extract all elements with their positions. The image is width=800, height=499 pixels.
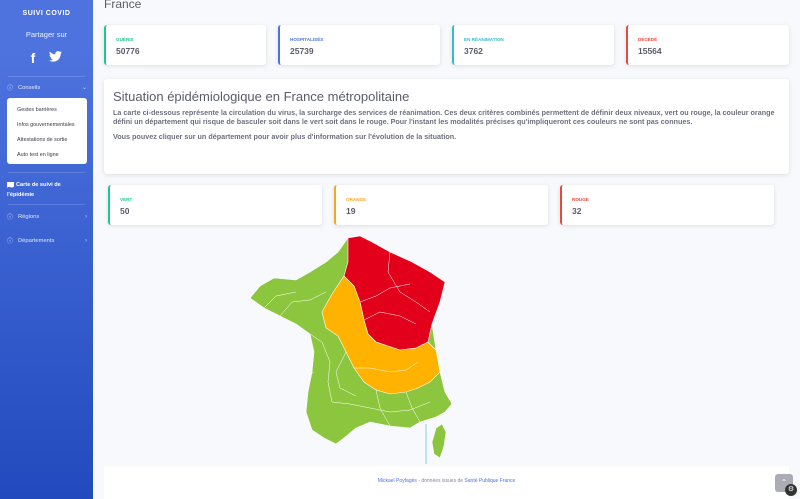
sidebar-item-label: Départements <box>18 237 55 244</box>
stat-label: HOSPITALISÉS <box>290 37 324 42</box>
situation-card: Situation épidémiologique en France métr… <box>104 79 789 174</box>
footer-separator: - données issues de <box>416 478 465 484</box>
sidebar-divider <box>8 172 85 173</box>
level-value: 50 <box>120 206 130 216</box>
brand-title[interactable]: SUIVI COVID <box>22 10 71 17</box>
footer-author-link[interactable]: Mickael Poyfagès <box>377 478 417 484</box>
france-map[interactable] <box>240 232 470 464</box>
stat-label: DÉCÉDÉ <box>638 37 658 42</box>
submenu-item-gestes[interactable]: Gestes barrières <box>17 106 57 113</box>
level-label: VERT <box>120 197 133 202</box>
situation-click-hint: Vous pouvez cliquer sur un département p… <box>113 131 457 141</box>
sidebar-item-label-2: l'épidémie <box>7 192 35 198</box>
chevron-down-icon: ⌄ <box>81 85 87 91</box>
sidebar-divider <box>8 76 85 77</box>
level-label: ORANGE <box>346 197 367 202</box>
stat-card-gueris: GUÉRIS 50776 <box>104 25 266 65</box>
stat-value: 15564 <box>638 46 662 56</box>
chevron-right-icon: › <box>85 213 87 220</box>
stat-value: 3762 <box>464 46 483 56</box>
facebook-icon[interactable]: f <box>30 50 36 66</box>
stat-label: GUÉRIS <box>116 37 134 42</box>
submenu-item-autotest[interactable]: Auto test en ligne <box>17 151 59 158</box>
sidebar-item-label: Régions <box>18 213 40 220</box>
stat-value: 25739 <box>290 46 314 56</box>
situation-title: Situation épidémiologique en France métr… <box>113 89 410 104</box>
page-title: France <box>104 0 142 11</box>
sidebar-item-label: Conseils <box>18 84 41 91</box>
sidebar: SUIVI COVID Partager sur f ⓘ Conseils ⌄ … <box>0 0 93 499</box>
footer-source-link[interactable]: Santé Publique France <box>464 478 516 484</box>
chevron-right-icon: › <box>85 237 87 244</box>
conseils-submenu: Gestes barrières Infos gouvernementales … <box>7 98 87 164</box>
level-card-orange: ORANGE 19 <box>334 185 548 225</box>
map-zone-orange[interactable] <box>321 275 441 395</box>
sidebar-item-conseils[interactable]: ⓘ Conseils ⌄ <box>7 83 87 93</box>
chevron-up-icon: ⌃ <box>780 478 788 487</box>
stat-card-hospitalises: HOSPITALISÉS 25739 <box>278 25 440 65</box>
sidebar-item-carte[interactable]: Carte de suivi de l'épidémie <box>7 180 87 200</box>
twitter-icon[interactable] <box>49 50 63 66</box>
sidebar-item-label: Carte de suivi de <box>16 182 61 188</box>
level-card-vert: VERT 50 <box>108 185 322 225</box>
level-value: 19 <box>346 206 356 216</box>
stat-label: EN RÉANIMATION <box>464 37 504 42</box>
settings-icon[interactable]: ⚙ <box>785 484 797 496</box>
footer: Mickael Poyfagès - données issues de San… <box>104 466 789 499</box>
submenu-item-attestations[interactable]: Attestations de sortie <box>17 136 68 143</box>
stat-card-deces: DÉCÉDÉ 15564 <box>626 25 789 65</box>
submenu-item-infos[interactable]: Infos gouvernementales <box>17 121 75 128</box>
level-label: ROUGE <box>572 197 589 202</box>
sidebar-divider <box>8 204 85 205</box>
info-icon: ⓘ <box>7 86 14 92</box>
social-links: f <box>0 50 93 66</box>
stat-value: 50776 <box>116 46 140 56</box>
level-value: 32 <box>572 206 582 216</box>
map-icon <box>7 181 14 188</box>
share-label: Partager sur <box>25 30 68 39</box>
info-icon: ⓘ <box>7 239 14 245</box>
stat-card-reanimation: EN RÉANIMATION 3762 <box>452 25 614 65</box>
info-icon: ⓘ <box>7 215 14 221</box>
level-card-rouge: ROUGE 32 <box>560 185 774 225</box>
sidebar-item-departements[interactable]: ⓘ Départements › <box>7 236 87 246</box>
map-corsica[interactable] <box>431 423 447 459</box>
department-borders <box>263 251 431 427</box>
situation-text: La carte ci-dessous représente la circul… <box>113 108 775 127</box>
sidebar-item-regions[interactable]: ⓘ Régions › <box>7 212 87 222</box>
